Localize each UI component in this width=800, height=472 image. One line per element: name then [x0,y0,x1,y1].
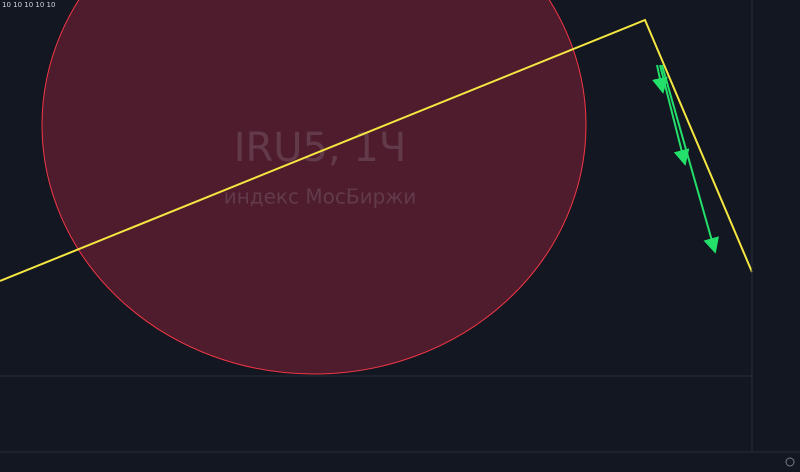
settings-icon[interactable] [785,457,795,467]
circle-drawing [41,0,587,375]
arrow [659,64,690,166]
arrow [661,64,719,254]
watermark: IRU5, 1Ч [234,125,407,171]
watermark-sub: индекс МосБиржи [224,185,417,209]
header: 10 10 10 10 10 [2,1,55,9]
trend-line [0,18,753,282]
arrow [652,64,668,94]
